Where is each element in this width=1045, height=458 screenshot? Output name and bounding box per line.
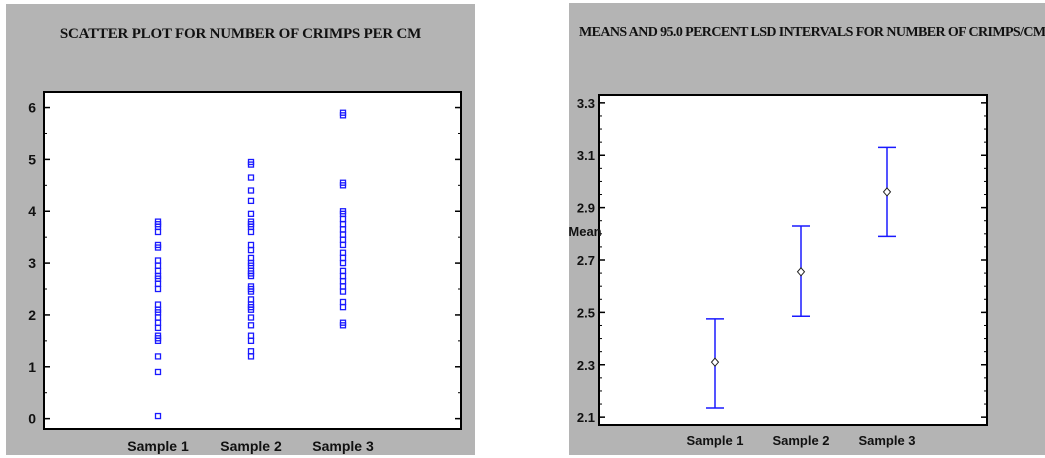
data-point [154, 353, 162, 360]
data-point [339, 267, 347, 275]
x-tick-label: Sample 2 [220, 438, 282, 454]
data-point [154, 218, 162, 225]
y-tick-label: 5 [28, 151, 36, 167]
x-tick-label: Sample 1 [127, 438, 189, 454]
data-point [247, 348, 255, 355]
data-point [154, 257, 162, 264]
y-tick-label: 1 [28, 359, 36, 375]
y-tick-label: 3.1 [577, 148, 595, 163]
data-point [339, 109, 347, 116]
y-axis-title: Mean [568, 224, 601, 239]
y-tick-label: 4 [28, 203, 36, 219]
chart-title: MEANS AND 95.0 PERCENT LSD INTERVALS FOR… [579, 25, 1045, 40]
data-point [247, 197, 255, 205]
y-tick-label: 3.3 [577, 96, 595, 111]
mean-marker [710, 357, 720, 367]
data-point [154, 412, 162, 420]
data-point [247, 210, 255, 217]
scatter-chart: 0 1 2 3 4 5 6 Sample 1 Sample 2 Sample 3 [28, 91, 462, 454]
x-tick-label: Sample 3 [858, 433, 915, 448]
y-tick-label: 2.3 [577, 358, 595, 373]
data-point [247, 174, 255, 181]
data-point [154, 301, 162, 308]
y-tick-label: 2.9 [577, 201, 595, 216]
plot-area [598, 94, 988, 426]
y-tick-label: 2 [28, 307, 36, 323]
data-point [339, 179, 347, 186]
data-point [339, 208, 347, 215]
means-panel: MEANS AND 95.0 PERCENT LSD INTERVALS FOR… [568, 3, 1045, 455]
data-point [247, 158, 255, 166]
x-tick-label: Sample 3 [312, 438, 374, 454]
y-tick-label: 0 [28, 411, 36, 427]
data-point [247, 218, 255, 225]
mean-marker [796, 267, 806, 277]
data-point [154, 332, 162, 339]
chart-title: SCATTER PLOT FOR NUMBER OF CRIMPS PER CM [59, 26, 422, 42]
data-point [247, 332, 255, 339]
y-tick-label: 2.7 [577, 253, 595, 268]
data-point [247, 283, 255, 290]
data-point [247, 254, 255, 262]
data-point [247, 296, 255, 303]
data-point [339, 249, 347, 256]
x-tick-label: Sample 2 [772, 433, 829, 448]
x-tick-label: Sample 1 [686, 433, 743, 448]
data-point [154, 368, 162, 376]
means-chart: 2.1 2.3 2.5 2.7 2.9 3.1 3.3 Mean Sample 1 Sample … [568, 94, 988, 448]
data-point [154, 241, 162, 249]
y-tick-label: 6 [28, 100, 36, 116]
y-tick-label: 2.5 [577, 305, 595, 320]
mean-marker [882, 187, 892, 197]
scatter-panel: SCATTER PLOT FOR NUMBER OF CRIMPS PER CM… [6, 4, 475, 455]
data-point [247, 322, 255, 329]
data-point [339, 298, 347, 306]
data-point [247, 187, 255, 194]
data-point [247, 241, 255, 249]
data-point [339, 319, 347, 326]
y-tick-label: 3 [28, 255, 36, 271]
y-tick-label: 2.1 [577, 410, 595, 425]
data-point [247, 314, 255, 321]
